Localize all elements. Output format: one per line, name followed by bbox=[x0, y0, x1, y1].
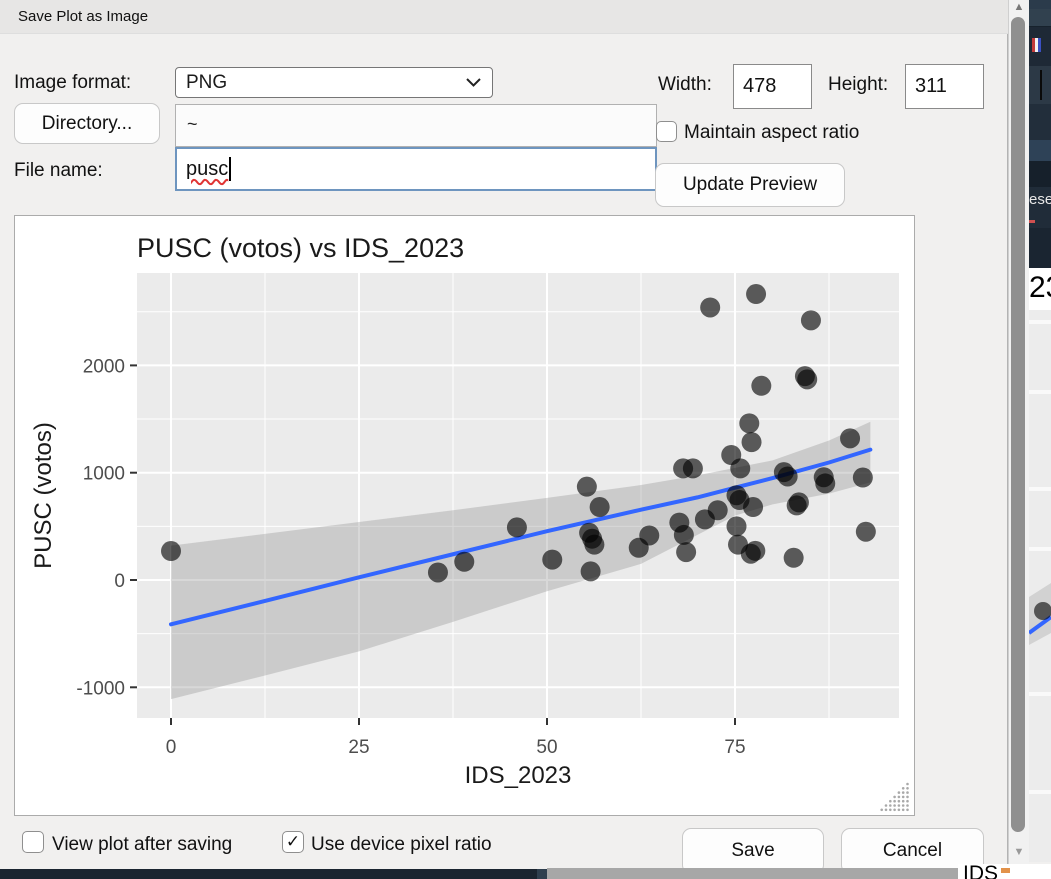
height-input[interactable] bbox=[905, 64, 984, 109]
chevron-down-icon bbox=[466, 78, 481, 87]
svg-text:25: 25 bbox=[348, 737, 369, 758]
background-red-mark bbox=[1029, 220, 1035, 223]
scrollbar-thumb[interactable] bbox=[1011, 17, 1025, 832]
svg-text:0: 0 bbox=[114, 571, 125, 592]
background-orange-mark bbox=[1001, 868, 1011, 873]
dialog-title: Save Plot as Image bbox=[18, 8, 149, 25]
cancel-button-label: Cancel bbox=[882, 840, 943, 861]
file-name-label: File name: bbox=[14, 160, 103, 181]
background-window-block bbox=[1029, 0, 1051, 9]
file-name-value: pusc bbox=[186, 157, 229, 180]
image-format-select[interactable]: PNG bbox=[175, 67, 493, 98]
background-gridline bbox=[1029, 320, 1051, 324]
background-plot-fragment bbox=[1029, 583, 1051, 645]
height-label: Height: bbox=[828, 74, 889, 95]
background-gridline bbox=[1029, 487, 1051, 491]
scroll-up-icon[interactable]: ▲ bbox=[1013, 1, 1025, 13]
view-plot-after-saving-checkbox[interactable] bbox=[22, 831, 44, 853]
save-button-label: Save bbox=[731, 840, 775, 861]
background-window-strip bbox=[547, 868, 958, 879]
background-text-cursor bbox=[1040, 70, 1042, 100]
directory-button-label: Directory... bbox=[41, 112, 133, 134]
directory-button[interactable]: Directory... bbox=[14, 103, 160, 144]
scroll-down-icon[interactable]: ▼ bbox=[1013, 846, 1025, 858]
file-name-input[interactable]: pusc bbox=[175, 147, 657, 191]
image-format-label: Image format: bbox=[14, 72, 132, 93]
dialog-titlebar: Save Plot as Image bbox=[0, 0, 1008, 34]
use-device-pixel-ratio-label: Use device pixel ratio bbox=[311, 834, 492, 855]
plot-preview-pane: 0 25 50 75 -1000 0 1000 2000 PUSC (votos) vs IDS… bbox=[14, 215, 915, 816]
svg-text:PUSC (votos) vs IDS_2023: PUSC (votos) vs IDS_2023 bbox=[137, 233, 464, 263]
background-plot-area bbox=[1029, 310, 1051, 862]
text-caret bbox=[229, 157, 231, 181]
background-text-fragment: 23 bbox=[1029, 268, 1051, 310]
background-window-block bbox=[1029, 104, 1051, 140]
checkmark-icon: ✓ bbox=[285, 832, 301, 851]
background-gridline bbox=[1029, 790, 1051, 794]
background-window-block bbox=[1029, 216, 1051, 228]
svg-text:-1000: -1000 bbox=[76, 678, 125, 699]
directory-path-field: ~ bbox=[175, 104, 657, 147]
plot-preview-chart: 0 25 50 75 -1000 0 1000 2000 PUSC (votos) vs IDS… bbox=[30, 233, 899, 789]
svg-text:1000: 1000 bbox=[83, 464, 125, 485]
background-gridline bbox=[1029, 547, 1051, 551]
image-format-value: PNG bbox=[186, 71, 228, 93]
svg-text:2000: 2000 bbox=[83, 356, 125, 377]
save-plot-dialog: Save Plot as Image Image format: PNG Wid… bbox=[0, 0, 1008, 879]
background-window-block bbox=[1029, 140, 1051, 161]
save-button[interactable]: Save bbox=[682, 828, 824, 874]
background-gridline bbox=[1029, 692, 1051, 696]
maintain-aspect-ratio-label: Maintain aspect ratio bbox=[684, 122, 860, 143]
background-window-block bbox=[1029, 228, 1051, 268]
width-input[interactable] bbox=[733, 64, 812, 109]
svg-text:50: 50 bbox=[536, 737, 557, 758]
update-preview-label: Update Preview bbox=[682, 174, 818, 195]
svg-text:0: 0 bbox=[166, 737, 177, 758]
maintain-aspect-ratio-checkbox[interactable] bbox=[656, 121, 677, 142]
background-window-block bbox=[1029, 161, 1051, 187]
taskbar-strip bbox=[537, 869, 547, 879]
view-plot-after-saving-label: View plot after saving bbox=[52, 834, 233, 855]
background-axis-label-fragment: IDS bbox=[958, 864, 1051, 879]
width-label: Width: bbox=[658, 74, 712, 95]
flag-icon bbox=[1032, 38, 1041, 52]
use-device-pixel-ratio-checkbox[interactable]: ✓ bbox=[282, 831, 304, 853]
background-gridline bbox=[1029, 390, 1051, 394]
directory-path-value: ~ bbox=[187, 114, 198, 134]
svg-text:75: 75 bbox=[724, 737, 745, 758]
update-preview-button[interactable]: Update Preview bbox=[655, 163, 845, 207]
svg-text:IDS_2023: IDS_2023 bbox=[465, 762, 572, 789]
resize-grip[interactable] bbox=[880, 781, 911, 814]
svg-text:PUSC (votos): PUSC (votos) bbox=[30, 422, 57, 569]
background-text-fragment: ese bbox=[1029, 187, 1051, 216]
background-window-block bbox=[1029, 9, 1051, 27]
taskbar-strip bbox=[0, 869, 537, 879]
